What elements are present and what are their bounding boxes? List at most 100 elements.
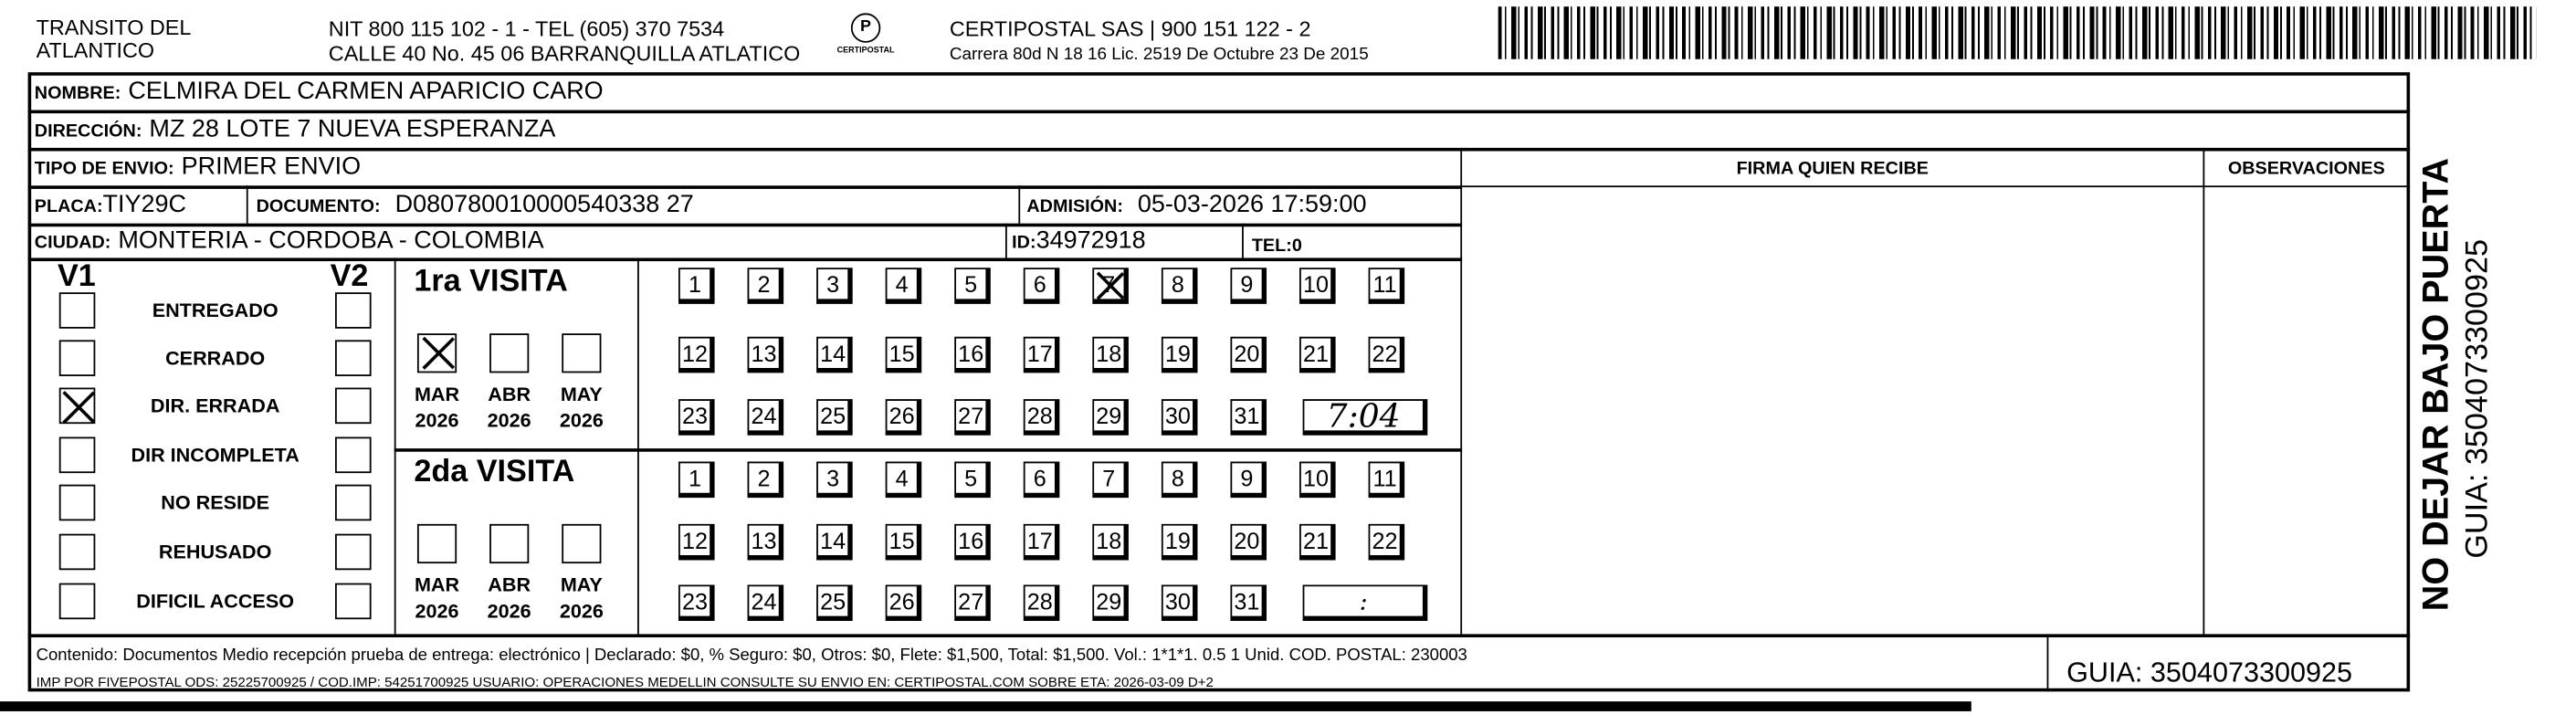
time-box[interactable]: : <box>1302 584 1428 622</box>
v1-checkbox[interactable] <box>58 340 96 376</box>
v2-checkbox[interactable] <box>334 583 372 620</box>
v2-checkbox[interactable] <box>334 484 372 521</box>
status-label: DIR INCOMPLETA <box>131 443 300 467</box>
day-box[interactable]: 15 <box>885 336 922 373</box>
tipo-envio-field: TIPO DE ENVIO: PRIMER ENVIO <box>34 152 362 181</box>
day-box[interactable]: 20 <box>1230 336 1267 373</box>
day-box[interactable]: 25 <box>816 399 853 436</box>
month-checkbox[interactable] <box>416 333 457 373</box>
day-box[interactable]: 4 <box>885 461 922 499</box>
day-box[interactable]: 28 <box>1023 584 1060 622</box>
day-box[interactable]: 12 <box>678 336 715 373</box>
day-box[interactable]: 18 <box>1092 336 1129 373</box>
day-box[interactable]: 10 <box>1299 461 1336 499</box>
day-box[interactable]: 14 <box>816 523 853 561</box>
visit-label: 2da VISITA <box>414 455 575 490</box>
day-box[interactable]: 23 <box>678 584 715 622</box>
day-box[interactable]: 7 <box>1092 461 1129 499</box>
v2-checkbox[interactable] <box>334 533 372 571</box>
v1-checkbox[interactable] <box>58 533 96 571</box>
day-box[interactable]: 19 <box>1161 336 1198 373</box>
day-box[interactable]: 24 <box>747 399 784 436</box>
month-label: MAY <box>560 573 603 597</box>
month-year: 2026 <box>487 408 531 433</box>
v2-checkbox[interactable] <box>334 387 372 425</box>
day-box[interactable]: 2 <box>747 268 784 304</box>
day-box[interactable]: 11 <box>1368 461 1405 499</box>
day-box[interactable]: 16 <box>954 336 991 373</box>
day-box[interactable]: 2 <box>747 461 784 499</box>
day-box[interactable]: 17 <box>1023 336 1060 373</box>
v2-checkbox[interactable] <box>334 436 372 474</box>
month-checkbox[interactable] <box>416 523 457 564</box>
day-box[interactable]: 13 <box>747 336 784 373</box>
day-box[interactable]: 20 <box>1230 523 1267 561</box>
day-box[interactable]: 26 <box>885 399 922 436</box>
day-box[interactable]: 31 <box>1230 584 1267 622</box>
v1-checkbox[interactable] <box>58 583 96 620</box>
day-box[interactable]: 12 <box>678 523 715 561</box>
month-label: ABR <box>488 383 531 406</box>
day-box[interactable]: 17 <box>1023 523 1060 561</box>
day-box[interactable]: 14 <box>816 336 853 373</box>
v2-checkbox[interactable] <box>334 340 372 376</box>
month-checkbox[interactable] <box>489 523 530 564</box>
day-box[interactable]: 27 <box>954 584 991 622</box>
day-box[interactable]: 26 <box>885 584 922 622</box>
day-box[interactable]: 6 <box>1023 461 1060 499</box>
day-box[interactable]: 1 <box>678 268 715 304</box>
v1-checkbox[interactable] <box>58 292 96 329</box>
day-box[interactable]: 27 <box>954 399 991 436</box>
day-box[interactable]: 8 <box>1161 268 1198 304</box>
day-box[interactable]: 21 <box>1299 336 1336 373</box>
v1-checkbox[interactable] <box>58 484 96 521</box>
day-box[interactable]: 8 <box>1161 461 1198 499</box>
day-box[interactable]: 30 <box>1161 399 1198 436</box>
day-box[interactable]: 23 <box>678 399 715 436</box>
day-box[interactable]: 10 <box>1299 268 1336 304</box>
day-box[interactable]: 29 <box>1092 399 1129 436</box>
ciudad-field: CIUDAD: MONTERIA - CORDOBA - COLOMBIA <box>34 226 544 255</box>
v1-checkbox[interactable] <box>58 387 96 425</box>
tel-value: 0 <box>1291 236 1302 257</box>
day-box[interactable]: 24 <box>747 584 784 622</box>
admision-value: 05-03-2026 17:59:00 <box>1137 190 1367 219</box>
day-box[interactable]: 22 <box>1368 336 1405 373</box>
status-label: REHUSADO <box>158 540 272 564</box>
day-box[interactable]: 16 <box>954 523 991 561</box>
status-label: DIR. ERRADA <box>150 394 280 417</box>
day-box[interactable]: 25 <box>816 584 853 622</box>
day-box[interactable]: 1 <box>678 461 715 499</box>
day-box[interactable]: 28 <box>1023 399 1060 436</box>
day-box[interactable]: 11 <box>1368 268 1405 304</box>
v2-checkbox[interactable] <box>334 292 372 329</box>
form-frame <box>27 72 2411 692</box>
time-box[interactable]: 7:04 <box>1302 399 1428 436</box>
day-box[interactable]: 31 <box>1230 399 1267 436</box>
day-box[interactable]: 30 <box>1161 584 1198 622</box>
day-box[interactable]: 29 <box>1092 584 1129 622</box>
day-box[interactable]: 4 <box>885 268 922 304</box>
day-box[interactable]: 9 <box>1230 268 1267 304</box>
day-box[interactable]: 5 <box>954 461 991 499</box>
month-year: 2026 <box>415 408 459 433</box>
address-line: CALLE 40 No. 45 06 BARRANQUILLA ATLATICO <box>328 40 801 66</box>
v1-checkbox[interactable] <box>58 436 96 474</box>
month-checkbox[interactable] <box>562 523 602 564</box>
day-box[interactable]: 15 <box>885 523 922 561</box>
day-box[interactable]: 3 <box>816 268 853 304</box>
day-box[interactable]: 22 <box>1368 523 1405 561</box>
month-checkbox[interactable] <box>562 333 602 373</box>
issuer-name: TRANSITO DEL ATLANTICO <box>37 16 192 62</box>
day-box[interactable]: 9 <box>1230 461 1267 499</box>
certipostal-logo: P CERTIPOSTAL <box>835 13 897 56</box>
day-box[interactable]: 3 <box>816 461 853 499</box>
day-box[interactable]: 7 <box>1092 268 1129 304</box>
day-box[interactable]: 18 <box>1092 523 1129 561</box>
day-box[interactable]: 6 <box>1023 268 1060 304</box>
month-checkbox[interactable] <box>489 333 530 373</box>
day-box[interactable]: 19 <box>1161 523 1198 561</box>
day-box[interactable]: 13 <box>747 523 784 561</box>
day-box[interactable]: 21 <box>1299 523 1336 561</box>
day-box[interactable]: 5 <box>954 268 991 304</box>
